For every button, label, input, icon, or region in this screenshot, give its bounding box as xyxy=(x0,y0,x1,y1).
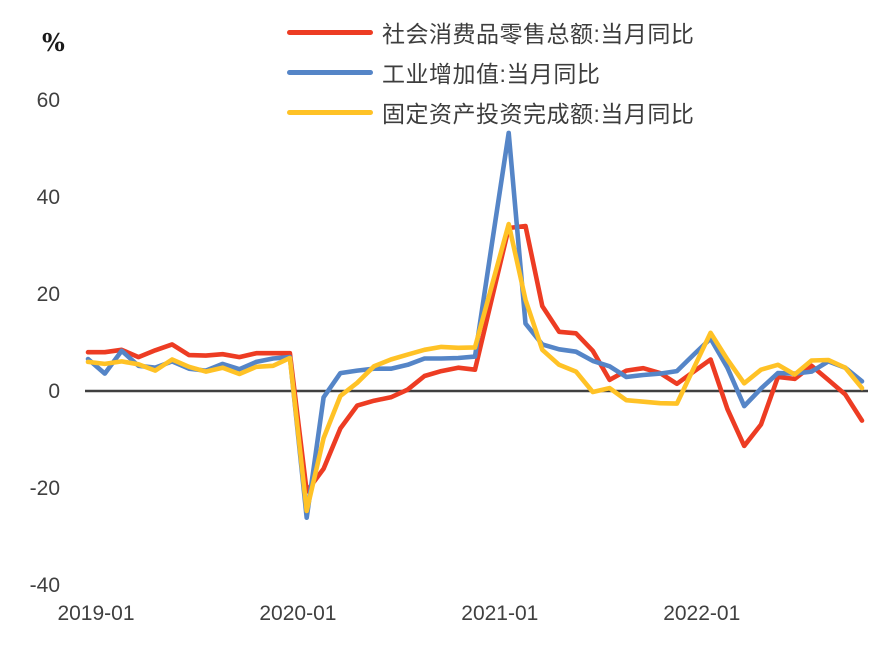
series-line-1 xyxy=(85,223,865,494)
y-axis-unit-label: % xyxy=(42,28,65,57)
legend-swatch xyxy=(287,69,373,75)
legend-swatch xyxy=(287,109,373,115)
x-tick-label: 2020-01 xyxy=(259,602,337,625)
y-tick-label: -40 xyxy=(29,574,60,598)
legend-item: 工业增加值:当月同比 xyxy=(287,52,694,92)
series-line-3 xyxy=(85,221,865,514)
legend-item: 社会消费品零售总额:当月同比 xyxy=(287,12,694,52)
legend: 社会消费品零售总额:当月同比 工业增加值:当月同比固定资产投资完成额:当月同比 xyxy=(287,12,694,132)
y-tick-label: 20 xyxy=(36,282,60,306)
y-tick-label: -20 xyxy=(29,477,60,501)
legend-label: 固定资产投资完成额:当月同比 xyxy=(382,101,695,127)
legend-label: 工业增加值:当月同比 xyxy=(382,61,601,87)
x-tick-label: 2022-01 xyxy=(663,602,741,625)
y-tick-label: 0 xyxy=(48,380,60,403)
x-tick-label: 2021-01 xyxy=(461,602,539,625)
legend-swatch xyxy=(287,29,373,35)
y-tick-label: 60 xyxy=(36,88,60,112)
legend-item: 固定资产投资完成额:当月同比 xyxy=(287,92,694,132)
legend-label: 社会消费品零售总额:当月同比 xyxy=(382,21,695,47)
series-line-2 xyxy=(85,130,865,521)
x-tick-label: 2019-01 xyxy=(57,602,135,625)
y-tick-label: 40 xyxy=(36,185,60,209)
